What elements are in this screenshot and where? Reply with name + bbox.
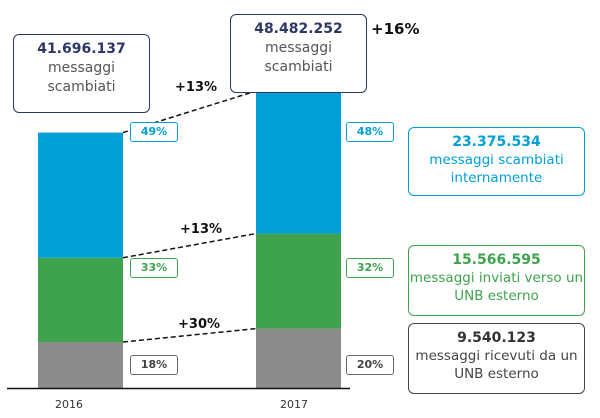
legend-internal-label: messaggi scambiati internamente bbox=[429, 152, 564, 186]
legend-internal-value: 23.375.534 bbox=[452, 134, 541, 150]
percent-label-2017-internal: 48% bbox=[346, 122, 394, 142]
bar-2017-series-2 bbox=[256, 328, 341, 388]
total-caption-2016: messaggi scambiati bbox=[47, 60, 116, 95]
growth-connector-1 bbox=[122, 232, 257, 259]
legend-internal: 23.375.534 messaggi scambiati internamen… bbox=[408, 127, 585, 196]
legend-sent-value: 15.566.595 bbox=[452, 252, 541, 268]
growth-label-internal: +13% bbox=[175, 80, 218, 95]
total-value-2017: 48.482.252 bbox=[254, 21, 343, 37]
total-box-2017: 48.482.252 messaggi scambiati bbox=[230, 14, 367, 93]
total-box-2016: 41.696.137 messaggi scambiati bbox=[13, 34, 150, 113]
growth-connector-2 bbox=[122, 327, 257, 343]
percent-label-2017-sent: 32% bbox=[346, 258, 394, 278]
bar-2016-series-2 bbox=[38, 342, 123, 388]
percent-label-2016-internal: 49% bbox=[130, 122, 178, 142]
legend-sent: 15.566.595 messaggi inviati verso un UNB… bbox=[408, 245, 585, 316]
percent-label-2016-received: 18% bbox=[130, 355, 178, 375]
legend-received-value: 9.540.123 bbox=[457, 330, 536, 346]
legend-received: 9.540.123 messaggi ricevuti da un UNB es… bbox=[408, 323, 585, 394]
x-tick-2017: 2017 bbox=[280, 398, 308, 411]
bar-2017-series-1 bbox=[256, 233, 341, 329]
total-caption-2017: messaggi scambiati bbox=[264, 40, 333, 75]
total-growth-label: +16% bbox=[371, 20, 420, 38]
bar-2017-series-0 bbox=[256, 91, 341, 234]
growth-connector-0 bbox=[122, 90, 257, 134]
legend-received-label: messaggi ricevuti da un UNB esterno bbox=[415, 348, 578, 382]
x-tick-2016: 2016 bbox=[55, 398, 83, 411]
legend-sent-label: messaggi inviati verso un UNB esterno bbox=[409, 270, 584, 304]
bar-2016-series-1 bbox=[38, 257, 123, 343]
total-value-2016: 41.696.137 bbox=[37, 41, 126, 57]
percent-label-2017-received: 20% bbox=[346, 355, 394, 375]
bar-2016-series-0 bbox=[38, 132, 123, 258]
growth-label-received: +30% bbox=[178, 317, 221, 332]
growth-label-sent: +13% bbox=[180, 222, 223, 237]
percent-label-2016-sent: 33% bbox=[130, 258, 178, 278]
